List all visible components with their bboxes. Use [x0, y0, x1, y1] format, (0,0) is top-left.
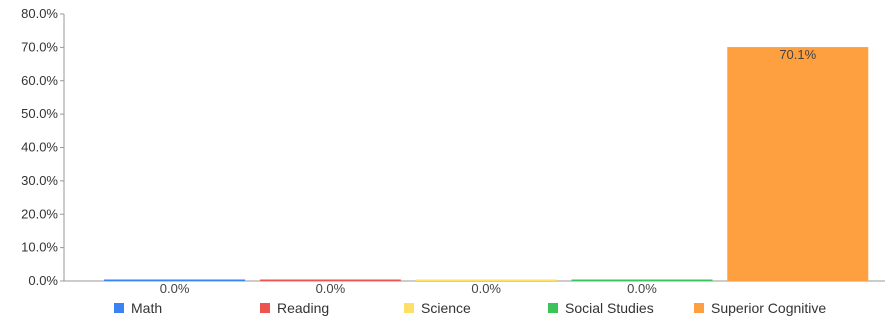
y-tick-label: 20.0%: [21, 206, 58, 221]
bar-social-studies[interactable]: [571, 279, 713, 282]
bar-science[interactable]: [415, 279, 557, 282]
y-tick-label: 10.0%: [21, 240, 58, 255]
y-tick-label: 60.0%: [21, 73, 58, 88]
y-tick-label: 0.0%: [28, 273, 58, 288]
legend-label: Superior Cognitive: [711, 300, 827, 316]
legend-swatch: [694, 303, 704, 313]
legend-swatch: [260, 303, 270, 313]
legend-item-social-studies[interactable]: Social Studies: [548, 298, 654, 318]
legend-label: Reading: [277, 300, 330, 316]
legend-swatch: [548, 303, 558, 313]
data-label-social-studies: 0.0%: [627, 281, 657, 296]
y-tick-label: 80.0%: [21, 6, 58, 21]
data-label-superior-cognitive: 70.1%: [779, 47, 816, 62]
bar-reading[interactable]: [259, 279, 401, 282]
legend-item-math[interactable]: Math: [114, 298, 162, 318]
data-label-science: 0.0%: [471, 281, 501, 296]
bars: [104, 47, 869, 282]
legend-label: Science: [421, 300, 471, 316]
data-label-math: 0.0%: [160, 281, 190, 296]
y-axis-ticks: 0.0% 10.0% 20.0% 30.0% 40.0% 50.0% 60.0% 70.0% 8…: [21, 6, 64, 288]
data-labels: 0.0% 0.0% 0.0% 0.0% 70.1%: [160, 47, 817, 296]
y-tick-label: 70.0%: [21, 39, 58, 54]
data-label-reading: 0.0%: [316, 281, 346, 296]
bar-math[interactable]: [104, 279, 246, 282]
legend-item-reading[interactable]: Reading: [260, 298, 329, 318]
y-tick-label: 30.0%: [21, 173, 58, 188]
legend-label: Social Studies: [565, 300, 654, 316]
legend-label: Math: [131, 300, 163, 316]
y-tick-label: 40.0%: [21, 140, 58, 155]
bar-superior-cognitive[interactable]: [727, 47, 869, 282]
legend-swatch: [114, 303, 124, 313]
y-tick-label: 50.0%: [21, 106, 58, 121]
legend-item-superior-cognitive[interactable]: Superior Cognitive: [694, 298, 826, 318]
legend-swatch: [404, 303, 414, 313]
legend-item-science[interactable]: Science: [404, 298, 471, 318]
legend: Math Reading Science Social Studies Supe…: [0, 298, 892, 318]
